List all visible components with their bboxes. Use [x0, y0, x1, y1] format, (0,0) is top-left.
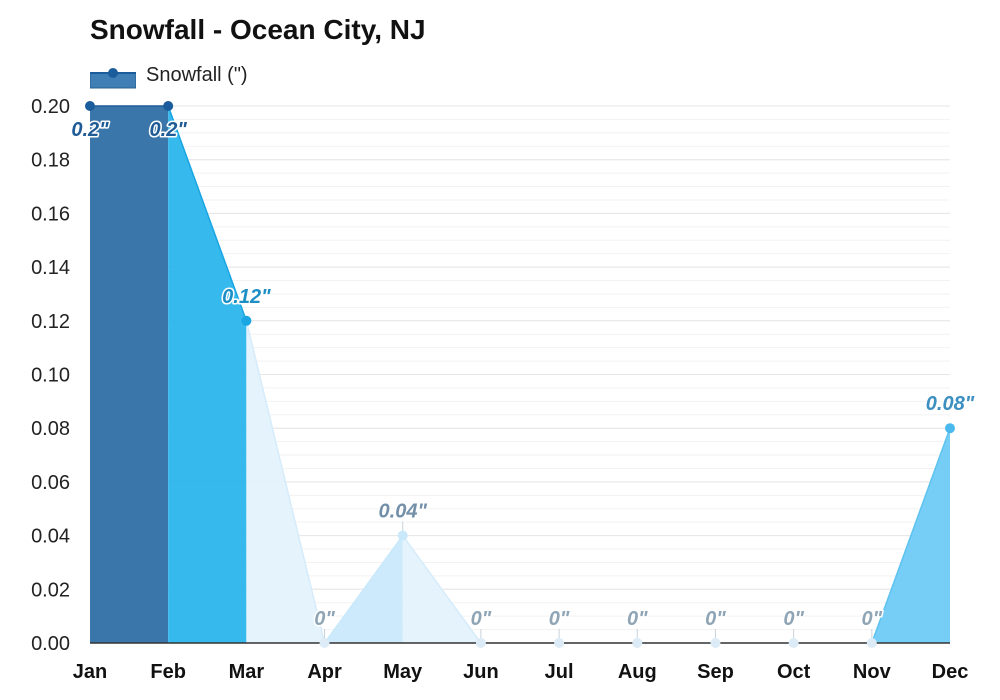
data-label-jun: 0" [471, 608, 492, 630]
x-tick-label-nov: Nov [853, 661, 892, 683]
data-point-apr [319, 638, 330, 648]
x-tick-label-feb: Feb [150, 661, 186, 683]
series-line-segment [402, 535, 482, 644]
data-label-feb: 0.2" [150, 119, 188, 141]
data-point-nov [866, 638, 877, 648]
data-label-may: 0.04" [379, 501, 428, 523]
y-tick-label: 0.18 [31, 150, 70, 172]
data-label-aug: 0" [627, 608, 648, 630]
data-label-oct: 0" [783, 608, 804, 630]
x-tick-label-jul: Jul [545, 661, 574, 683]
data-label-mar: 0.12" [222, 286, 271, 308]
x-tick-label-may: May [383, 661, 423, 683]
x-tick-label-mar: Mar [229, 661, 265, 683]
area-segment-feb-mar [168, 106, 247, 643]
data-label-sep: 0" [705, 608, 726, 630]
data-label-jan: 0.2" [71, 119, 109, 141]
x-tick-label-sep: Sep [697, 661, 734, 683]
series-line-segment [323, 535, 404, 644]
y-tick-label: 0.10 [31, 365, 70, 387]
data-point-sep [710, 638, 721, 648]
legend[interactable]: Snowfall (") [89, 60, 248, 90]
data-label-apr: 0" [314, 608, 335, 630]
x-tick-label-jan: Jan [73, 661, 107, 683]
y-tick-label: 0.04 [31, 526, 70, 548]
y-tick-label: 0.16 [31, 203, 70, 225]
data-point-jun [475, 638, 486, 648]
y-tick-label: 0.06 [31, 472, 70, 494]
series-line-segment [167, 105, 248, 322]
data-point-jul [554, 638, 565, 648]
data-label-jul: 0" [549, 608, 570, 630]
data-point-may [397, 530, 408, 541]
x-tick-label-apr: Apr [307, 661, 342, 683]
legend-label: Snowfall (") [146, 63, 248, 86]
data-point-aug [632, 638, 643, 648]
y-tick-label: 0.20 [31, 96, 70, 118]
y-tick-label: 0.02 [31, 579, 70, 601]
data-point-feb [163, 101, 174, 111]
series-line-segment [245, 320, 326, 644]
x-tick-label-jun: Jun [463, 661, 499, 683]
y-tick-label: 0.00 [31, 633, 70, 655]
x-tick-label-oct: Oct [777, 661, 811, 683]
x-tick-label-aug: Aug [618, 661, 657, 683]
data-point-jan [85, 101, 95, 111]
series-line-segment [871, 427, 951, 644]
data-point-oct [788, 638, 799, 648]
chart-title: Snowfall - Ocean City, NJ [90, 14, 426, 45]
y-tick-label: 0.12 [31, 311, 70, 333]
data-label-nov: 0" [862, 608, 883, 630]
x-tick-label-dec: Dec [932, 661, 969, 683]
area-segment-jan-feb [90, 106, 169, 643]
data-label-dec: 0.08" [926, 393, 975, 415]
data-point-mar [241, 315, 252, 326]
data-point-dec [945, 423, 955, 434]
y-tick-label: 0.14 [31, 257, 70, 279]
y-tick-label: 0.08 [31, 418, 70, 440]
